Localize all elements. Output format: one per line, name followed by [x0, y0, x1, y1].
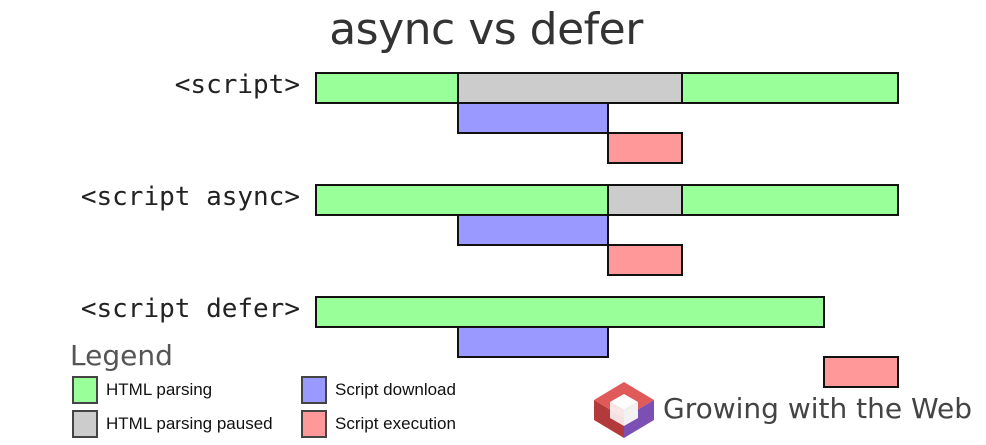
bar-execution: [607, 132, 683, 164]
legend-label: Script execution: [335, 414, 456, 433]
diagram-title: async vs defer: [329, 4, 643, 55]
bar-parsing: [681, 72, 899, 104]
cube-logo-icon: [594, 382, 654, 438]
row-label: <script>: [174, 70, 300, 100]
legend-swatch: [301, 376, 327, 404]
legend-swatch: [72, 410, 98, 438]
legend-label: HTML parsing paused: [106, 414, 273, 433]
bar-parsing: [315, 296, 825, 328]
bar-execution: [607, 244, 683, 276]
row-label: <script async>: [80, 182, 300, 212]
bar-parsing: [315, 72, 459, 104]
brand-name: Growing with the Web: [663, 392, 973, 425]
row-label: <script defer>: [80, 294, 300, 324]
bar-paused: [607, 184, 683, 216]
bar-download: [457, 214, 609, 246]
brand: Growing with the Web: [592, 380, 982, 440]
bar-paused: [457, 72, 683, 104]
bar-parsing: [681, 184, 899, 216]
legend-swatch: [301, 410, 327, 438]
legend-label: Script download: [335, 380, 456, 399]
bar-download: [457, 102, 609, 134]
legend-label: HTML parsing: [106, 380, 213, 399]
legend-title: Legend: [70, 339, 173, 372]
bar-execution: [823, 356, 899, 388]
legend-swatch: [72, 376, 98, 404]
bar-download: [457, 326, 609, 358]
bar-parsing: [315, 184, 609, 216]
